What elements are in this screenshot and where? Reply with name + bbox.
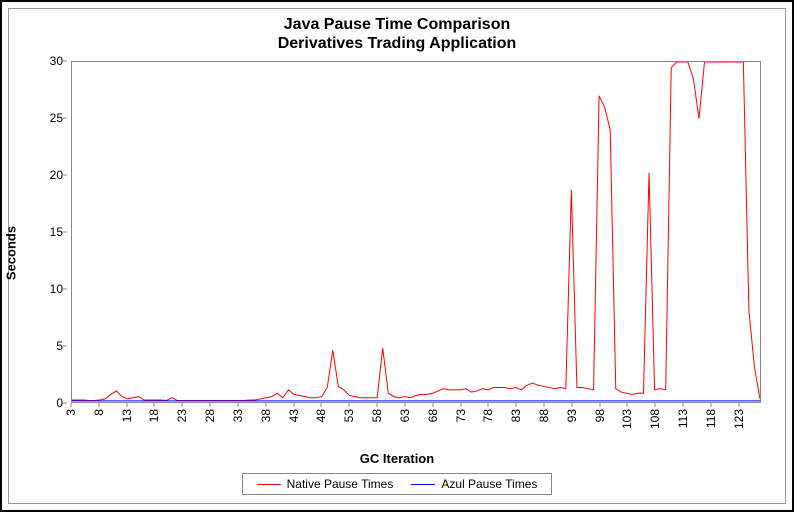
inner-frame: Java Pause Time Comparison Derivatives T…: [8, 8, 786, 504]
legend-item: Azul Pause Times: [411, 477, 537, 491]
plot-area: [71, 61, 761, 402]
y-tick-label: 25: [50, 111, 63, 125]
x-tick-mark: [265, 403, 266, 407]
x-tick-mark: [655, 403, 656, 407]
x-tick-label: 48: [314, 409, 328, 422]
x-tick-label: 3: [64, 409, 78, 416]
x-tick-mark: [321, 403, 322, 407]
x-tick-mark: [738, 403, 739, 407]
y-tick-mark: [63, 175, 67, 176]
x-axis-ticks: 3813182328333843485358636873788388939810…: [71, 403, 761, 445]
x-tick-mark: [571, 403, 572, 407]
outer-frame: Java Pause Time Comparison Derivatives T…: [0, 0, 794, 512]
x-tick-label: 33: [231, 409, 245, 422]
chart-title-line1: Java Pause Time Comparison: [9, 15, 785, 34]
y-tick-label: 20: [50, 168, 63, 182]
plot-svg: [72, 62, 760, 401]
x-tick-mark: [182, 403, 183, 407]
x-tick-label: 13: [120, 409, 134, 422]
x-tick-mark: [71, 403, 72, 407]
x-tick-label: 108: [648, 409, 662, 429]
y-axis-ticks: 051015202530: [27, 61, 67, 402]
legend-swatch: [411, 484, 435, 485]
y-tick-mark: [63, 61, 67, 62]
x-tick-mark: [683, 403, 684, 407]
x-tick-mark: [98, 403, 99, 407]
y-tick-mark: [63, 288, 67, 289]
legend-swatch: [257, 484, 281, 485]
plot-wrapper: [71, 61, 761, 402]
x-tick-label: 53: [342, 409, 356, 422]
x-tick-label: 73: [454, 409, 468, 422]
chart-title-line2: Derivatives Trading Application: [9, 34, 785, 53]
y-tick-label: 30: [50, 54, 63, 68]
y-tick-label: 15: [50, 225, 63, 239]
x-tick-label: 8: [92, 409, 106, 416]
x-tick-label: 38: [259, 409, 273, 422]
x-tick-mark: [126, 403, 127, 407]
legend-wrap: Native Pause Times Azul Pause Times: [9, 472, 785, 504]
legend-label: Native Pause Times: [287, 477, 394, 491]
y-tick-mark: [63, 345, 67, 346]
x-tick-mark: [210, 403, 211, 407]
x-tick-label: 123: [732, 409, 746, 429]
x-tick-label: 83: [509, 409, 523, 422]
x-tick-label: 23: [175, 409, 189, 422]
x-tick-label: 93: [565, 409, 579, 422]
x-tick-mark: [516, 403, 517, 407]
x-tick-mark: [460, 403, 461, 407]
y-tick-mark: [63, 231, 67, 232]
x-tick-mark: [488, 403, 489, 407]
series-line: [72, 62, 760, 401]
x-tick-mark: [377, 403, 378, 407]
x-tick-label: 18: [147, 409, 161, 422]
x-tick-mark: [710, 403, 711, 407]
y-axis-label: Seconds: [4, 226, 19, 280]
y-tick-mark: [63, 118, 67, 119]
legend-item: Native Pause Times: [257, 477, 394, 491]
x-tick-label: 43: [287, 409, 301, 422]
x-tick-label: 28: [203, 409, 217, 422]
x-tick-mark: [432, 403, 433, 407]
x-tick-label: 58: [370, 409, 384, 422]
x-tick-label: 103: [620, 409, 634, 429]
x-tick-label: 68: [426, 409, 440, 422]
chart-zone: Seconds 051015202530 3813182328333843485…: [27, 61, 761, 444]
x-tick-mark: [237, 403, 238, 407]
legend-label: Azul Pause Times: [441, 477, 537, 491]
y-tick-label: 0: [56, 396, 63, 410]
x-tick-mark: [293, 403, 294, 407]
x-tick-label: 113: [676, 409, 690, 428]
chart-title-block: Java Pause Time Comparison Derivatives T…: [9, 9, 785, 53]
y-tick-label: 10: [50, 282, 63, 296]
x-tick-mark: [627, 403, 628, 407]
x-tick-label: 78: [481, 409, 495, 422]
x-tick-mark: [154, 403, 155, 407]
y-tick-mark: [63, 402, 67, 403]
x-tick-mark: [404, 403, 405, 407]
x-tick-label: 98: [593, 409, 607, 422]
y-tick-label: 5: [56, 339, 63, 353]
x-axis-label: GC Iteration: [9, 449, 785, 472]
x-tick-label: 88: [537, 409, 551, 422]
x-tick-mark: [599, 403, 600, 407]
legend: Native Pause Times Azul Pause Times: [242, 473, 553, 495]
x-tick-mark: [349, 403, 350, 407]
x-tick-mark: [543, 403, 544, 407]
x-tick-label: 118: [704, 409, 718, 428]
x-tick-label: 63: [398, 409, 412, 422]
